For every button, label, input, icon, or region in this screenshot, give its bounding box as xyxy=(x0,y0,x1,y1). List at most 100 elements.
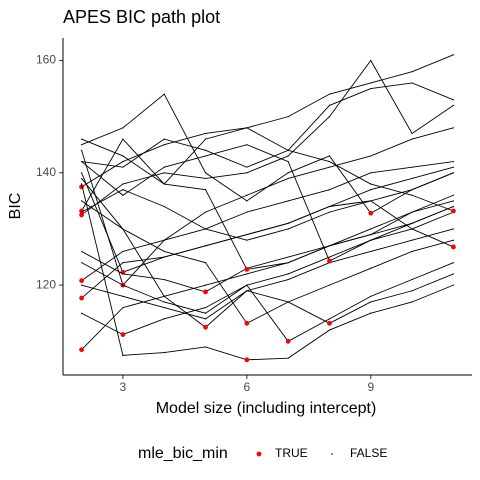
point xyxy=(411,71,413,73)
min-point xyxy=(368,210,374,216)
point xyxy=(246,194,248,196)
point xyxy=(204,245,207,247)
series-line xyxy=(81,93,454,214)
point xyxy=(246,166,248,168)
series-line xyxy=(81,262,454,342)
min-point xyxy=(79,278,84,284)
point xyxy=(122,284,124,286)
point xyxy=(287,200,289,202)
point xyxy=(452,205,455,208)
point xyxy=(163,295,165,297)
point xyxy=(122,250,124,253)
point xyxy=(452,194,455,196)
point xyxy=(163,318,165,320)
point xyxy=(287,278,289,281)
point xyxy=(370,301,372,303)
point xyxy=(163,239,165,241)
point xyxy=(370,250,372,253)
point xyxy=(122,354,124,356)
point xyxy=(452,239,455,241)
point xyxy=(122,155,124,157)
legend-label: TRUE xyxy=(275,446,308,460)
point xyxy=(204,211,207,213)
point xyxy=(452,54,455,56)
series-line xyxy=(81,200,454,328)
chart-title: APES BIC path plot xyxy=(63,7,220,27)
point xyxy=(411,290,413,292)
point xyxy=(80,138,83,140)
point xyxy=(246,239,248,241)
series-line xyxy=(81,189,454,248)
y-tick-label: 140 xyxy=(36,165,56,179)
point xyxy=(287,273,289,275)
point xyxy=(122,228,124,230)
y-tick-label: 160 xyxy=(36,53,56,67)
point xyxy=(411,177,413,180)
point xyxy=(370,200,372,202)
point xyxy=(204,312,207,314)
point xyxy=(287,228,289,230)
point xyxy=(80,211,83,213)
point xyxy=(204,228,207,230)
series-line xyxy=(81,178,454,324)
point xyxy=(328,160,331,163)
point xyxy=(163,250,165,253)
point xyxy=(287,262,289,264)
point xyxy=(411,239,413,241)
point xyxy=(122,127,124,129)
min-point xyxy=(244,320,250,326)
point xyxy=(452,262,455,264)
min-point xyxy=(327,320,332,326)
point xyxy=(328,166,331,168)
point xyxy=(287,177,289,180)
point xyxy=(287,149,289,151)
x-axis-label: Model size (including intercept) xyxy=(156,400,377,417)
point xyxy=(452,160,455,163)
min-point xyxy=(203,289,208,295)
point xyxy=(411,211,413,213)
point xyxy=(411,250,413,253)
series-line xyxy=(81,194,454,351)
point xyxy=(204,172,207,174)
point xyxy=(163,93,165,95)
point xyxy=(328,116,331,118)
point xyxy=(163,144,165,146)
point xyxy=(287,172,289,174)
point xyxy=(452,172,455,174)
point xyxy=(80,200,83,202)
legend-key xyxy=(331,453,333,455)
min-point xyxy=(327,258,332,264)
x-tick-label: 6 xyxy=(243,380,250,394)
series-line xyxy=(81,211,454,336)
point xyxy=(452,166,455,168)
y-tick-label: 120 xyxy=(36,277,56,291)
point xyxy=(411,189,413,191)
point xyxy=(411,228,413,230)
point xyxy=(204,346,207,348)
point xyxy=(246,127,248,129)
point xyxy=(328,211,331,213)
point xyxy=(370,172,372,174)
point xyxy=(204,307,207,309)
point xyxy=(80,312,83,314)
point xyxy=(122,194,124,196)
point xyxy=(122,183,124,185)
point xyxy=(370,239,372,241)
point xyxy=(370,87,372,90)
x-tick-label: 9 xyxy=(367,380,374,394)
point xyxy=(80,250,83,253)
point xyxy=(370,59,372,62)
point xyxy=(370,312,372,314)
point xyxy=(163,256,165,258)
point xyxy=(452,273,455,275)
point xyxy=(246,144,248,146)
point xyxy=(370,183,372,185)
point xyxy=(328,245,331,247)
point xyxy=(246,290,248,292)
series-line xyxy=(81,54,454,188)
point xyxy=(246,273,248,275)
legend-title: mle_bic_min xyxy=(138,445,228,462)
series-line xyxy=(81,206,454,293)
point xyxy=(204,284,207,286)
min-point xyxy=(79,208,84,214)
